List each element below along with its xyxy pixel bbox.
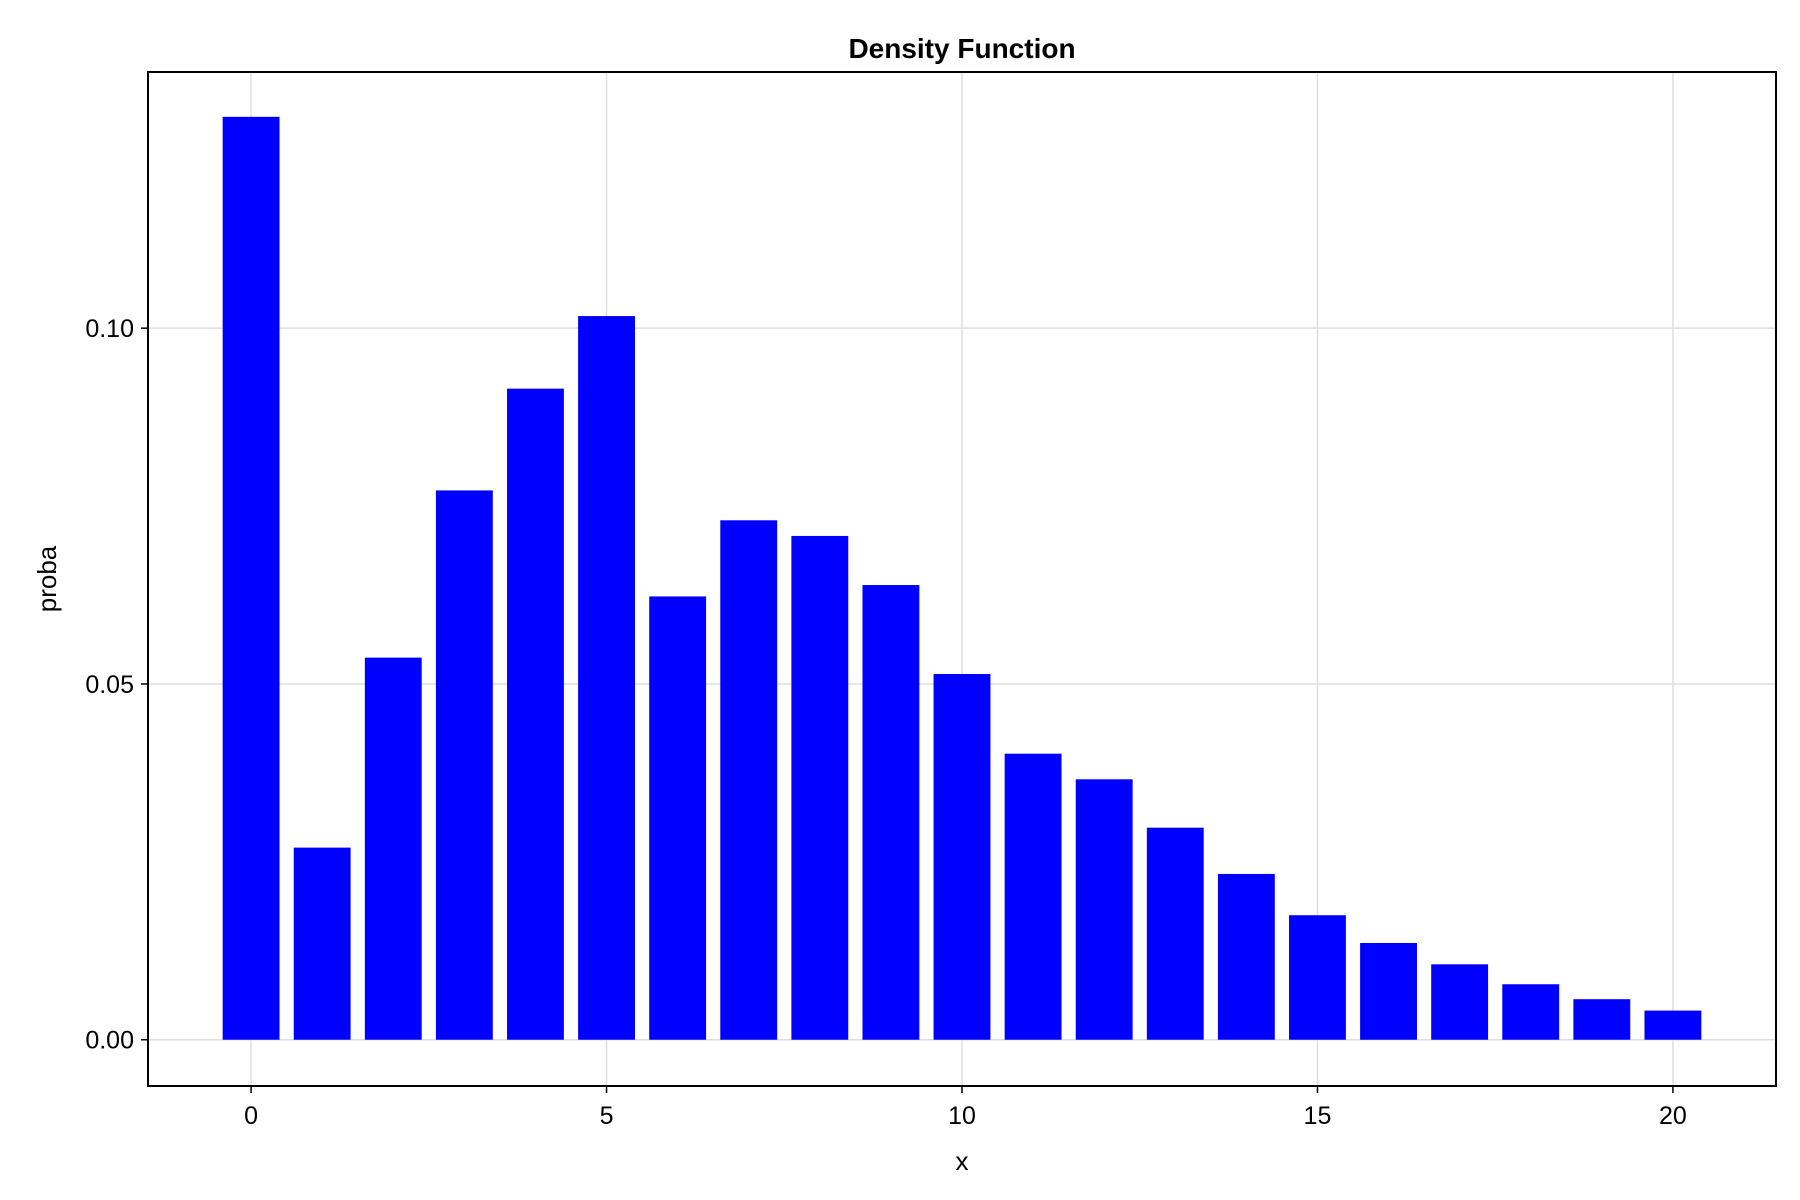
bar-x-20 bbox=[1644, 1010, 1702, 1040]
y-tick-label-1: 0.05 bbox=[85, 671, 134, 699]
bar-x-6 bbox=[649, 596, 707, 1040]
bar-x-12 bbox=[1075, 779, 1133, 1040]
bar-x-10 bbox=[933, 673, 991, 1040]
bar-x-1 bbox=[293, 847, 351, 1040]
axis-ticks: 0 5 10 15 20 0.00 0.05 0.10 bbox=[85, 315, 1686, 1130]
x-tick-label-4: 20 bbox=[1659, 1102, 1687, 1130]
bar-x-14 bbox=[1217, 873, 1275, 1040]
bar-x-3 bbox=[435, 490, 493, 1040]
x-axis-label: x bbox=[956, 1146, 969, 1176]
bar-x-11 bbox=[1004, 753, 1062, 1040]
x-tick-label-1: 5 bbox=[600, 1102, 614, 1130]
bar-x-5 bbox=[578, 316, 635, 1040]
x-tick-label-0: 0 bbox=[244, 1102, 258, 1130]
bar-x-19 bbox=[1573, 999, 1631, 1040]
bar-x-8 bbox=[791, 535, 849, 1040]
bar-x-7 bbox=[720, 520, 778, 1040]
bars bbox=[222, 116, 1702, 1040]
bar-x-0 bbox=[222, 116, 280, 1040]
y-axis-label: proba bbox=[32, 545, 62, 612]
bar-x-15 bbox=[1289, 915, 1346, 1040]
x-tick-label-3: 15 bbox=[1304, 1102, 1332, 1130]
bar-x-16 bbox=[1360, 942, 1417, 1040]
y-tick-label-0: 0.00 bbox=[85, 1027, 134, 1055]
bar-x-13 bbox=[1146, 827, 1204, 1040]
chart-title: Density Function bbox=[848, 33, 1075, 64]
bar-x-9 bbox=[862, 585, 920, 1040]
bar-x-4 bbox=[507, 388, 564, 1040]
bar-x-18 bbox=[1502, 984, 1560, 1040]
y-tick-label-2: 0.10 bbox=[85, 315, 134, 343]
bar-x-17 bbox=[1431, 964, 1489, 1040]
x-tick-label-2: 10 bbox=[948, 1102, 976, 1130]
bar-x-2 bbox=[364, 657, 422, 1040]
